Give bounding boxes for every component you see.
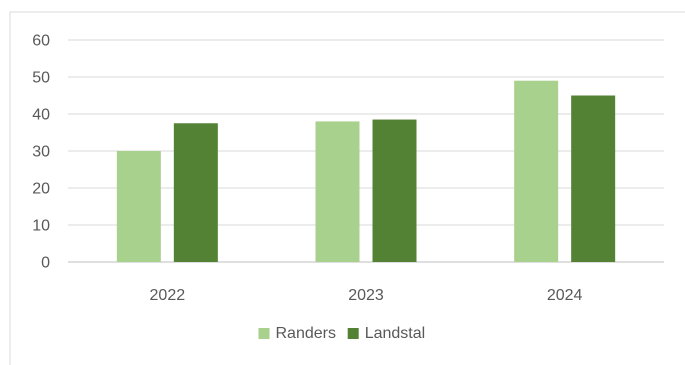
bar-randers-2022 xyxy=(116,151,161,262)
x-tick-label: 2022 xyxy=(150,287,186,304)
y-tick-label: 40 xyxy=(32,107,50,124)
x-axis-ticks: 2022 2023 2024 xyxy=(150,287,583,304)
y-tick-label: 30 xyxy=(32,144,50,161)
bar-randers-2023 xyxy=(315,121,360,263)
y-tick-label: 10 xyxy=(32,218,50,235)
bar-landstal-2022 xyxy=(173,123,218,262)
chart-frame-border xyxy=(9,11,685,365)
bar-landstal-2024 xyxy=(571,95,616,262)
y-tick-label: 20 xyxy=(32,181,50,198)
y-tick-label: 50 xyxy=(32,70,50,87)
y-tick-label: 60 xyxy=(32,33,50,50)
y-axis-ticks: 0 10 20 30 40 50 60 xyxy=(32,33,50,272)
gridlines xyxy=(68,39,664,263)
bar-landstal-2023 xyxy=(372,119,417,262)
legend-label-randers: Randers xyxy=(276,325,336,342)
legend: Randers Landstal xyxy=(258,325,426,342)
y-tick-label: 0 xyxy=(41,255,50,272)
x-tick-label: 2024 xyxy=(547,287,583,304)
legend-swatch-landstal xyxy=(347,328,359,339)
legend-swatch-randers xyxy=(258,328,270,339)
legend-label-landstal: Landstal xyxy=(365,325,426,342)
bars xyxy=(116,80,616,263)
bar-randers-2024 xyxy=(514,80,559,262)
x-tick-label: 2023 xyxy=(348,287,384,304)
